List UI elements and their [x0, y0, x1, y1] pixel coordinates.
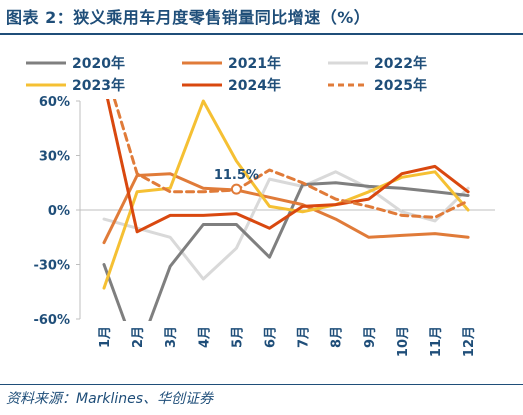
annotation-marker: [230, 183, 242, 195]
y-tick-label: -30%: [33, 259, 70, 274]
x-tick-label: 7月: [297, 326, 312, 348]
legend-item: 2023年: [26, 77, 125, 94]
legend-item: 2025年: [328, 77, 427, 94]
x-tick-label: 11月: [429, 326, 444, 357]
title-divider: [0, 33, 523, 35]
x-tick-label: 4月: [197, 326, 212, 348]
series-line: [102, 170, 470, 281]
y-tick-label: 0%: [48, 204, 70, 219]
line-chart: 2020年 2021年 2022年 2023年 2024年 2025年 60% 30% 0% -3…: [26, 55, 495, 357]
footer-divider: [0, 384, 523, 385]
legend-item: 2021年: [182, 55, 281, 72]
y-tick-label: 60%: [39, 95, 70, 110]
legend-label: 2021年: [228, 55, 281, 72]
legend-item: 2022年: [328, 55, 427, 72]
legend-label: 2025年: [374, 77, 427, 94]
series-line: [102, 181, 470, 321]
series-line: [102, 172, 470, 245]
x-tick-label: 8月: [330, 326, 345, 348]
x-tick-label: 1月: [98, 326, 113, 348]
x-tick-label: 10月: [396, 326, 411, 357]
chart-title: 图表 2：狭义乘用车月度零售销量同比增速（%）: [6, 8, 371, 27]
annotation-label: 11.5%: [214, 168, 259, 183]
series-line: [102, 99, 470, 290]
legend-item: 2024年: [182, 77, 281, 94]
y-tick-label: -60%: [33, 313, 70, 328]
x-tick-label: 2月: [131, 326, 146, 348]
legend-label: 2020年: [72, 55, 125, 72]
x-tick-label: 3月: [164, 326, 179, 348]
x-tick-label: 9月: [363, 326, 378, 348]
y-tick-label: 30%: [39, 150, 70, 165]
legend-label: 2024年: [228, 77, 281, 94]
source-note: 资料来源：Marklines、华创证券: [6, 391, 214, 407]
x-tick-label: 5月: [230, 326, 245, 348]
series-line: [106, 99, 470, 234]
series-line: [112, 99, 470, 219]
x-tick-label: 12月: [462, 326, 477, 357]
legend-item: 2020年: [26, 55, 125, 72]
legend-label: 2022年: [374, 55, 427, 72]
legend-label: 2023年: [72, 77, 125, 94]
x-tick-label: 6月: [264, 326, 279, 348]
